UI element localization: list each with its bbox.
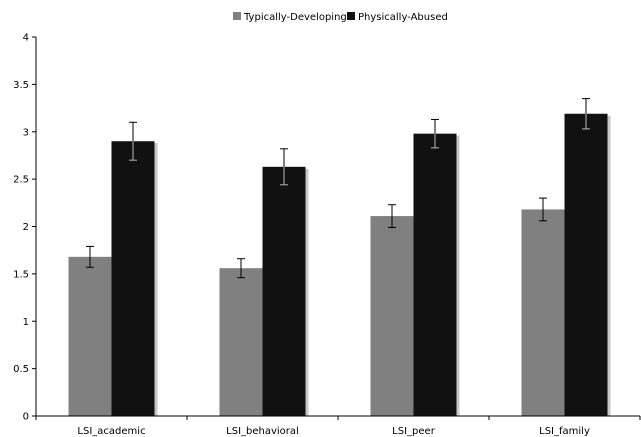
bar-physically-abused [262, 166, 306, 416]
y-tick-label: 3.5 [13, 80, 29, 91]
bar-typically-developing [219, 268, 263, 416]
bars-group [68, 113, 611, 416]
y-tick-label: 2.5 [13, 175, 29, 186]
bar-physically-abused [111, 141, 155, 416]
legend-label: Typically-Developing [243, 12, 347, 23]
bar-typically-developing [68, 256, 112, 416]
x-tick-label: LSI_behavioral [226, 426, 299, 437]
bar-physically-abused [413, 133, 457, 416]
y-tick-label: 2 [23, 222, 29, 233]
y-tick-label: 3 [23, 127, 29, 138]
error-bars-group [86, 98, 590, 279]
bar-typically-developing [521, 209, 565, 416]
bar-typically-developing [370, 216, 414, 416]
x-tick-label: LSI_peer [392, 426, 436, 437]
y-tick-label: 1 [23, 317, 29, 328]
x-tick-label: LSI_family [539, 426, 590, 437]
bar-physically-abused [564, 113, 608, 416]
y-axis-ticks: 0 0.5 1 1.5 2 2.5 3 3.5 4 [13, 33, 36, 423]
y-tick-label: 1.5 [13, 269, 29, 280]
x-tick-label: LSI_academic [77, 426, 145, 437]
legend: Typically-Developing Physically-Abused [233, 12, 448, 23]
x-axis-ticks: LSI_academic LSI_behavioral LSI_peer LSI_fa… [35, 416, 641, 437]
y-tick-label: 4 [23, 33, 29, 44]
legend-label: Physically-Abused [358, 12, 448, 23]
y-tick-label: 0 [23, 412, 29, 423]
y-tick-label: 0.5 [13, 364, 29, 375]
legend-swatch [347, 12, 355, 20]
legend-swatch [233, 12, 241, 20]
